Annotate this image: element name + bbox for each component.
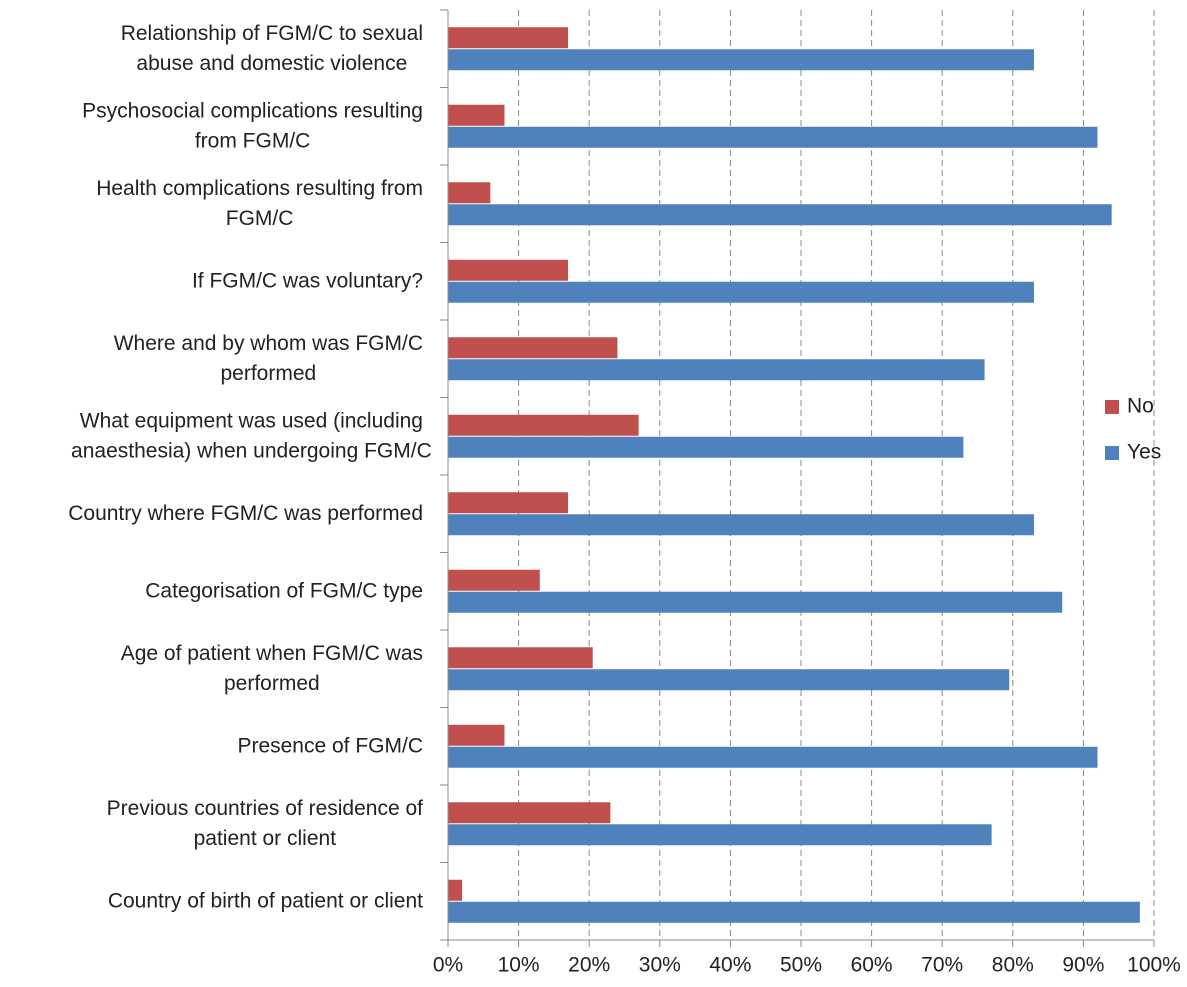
bar — [448, 492, 569, 514]
y-tick-label: Where and by whom was FGM/C performed — [114, 331, 423, 384]
x-tick-label: 90% — [1062, 954, 1104, 977]
bar — [448, 569, 540, 591]
bar — [448, 669, 1010, 691]
y-tick-label: Age of patient when FGM/C was performed — [121, 641, 423, 694]
bar — [448, 414, 639, 436]
x-tick-label: 30% — [639, 954, 681, 977]
bar — [448, 824, 992, 846]
x-tick-label: 0% — [433, 954, 463, 977]
bar — [448, 204, 1112, 226]
bar — [448, 27, 569, 49]
y-tick-label: Categorisation of FGM/C type — [145, 579, 423, 602]
y-tick-label: Country where FGM/C was performed — [68, 501, 423, 524]
y-tick-label: What equipment was used (including anaest… — [71, 409, 432, 462]
bar — [448, 49, 1034, 71]
x-tick-label: 100% — [1127, 954, 1181, 977]
bar — [448, 879, 463, 901]
bar — [448, 281, 1034, 303]
x-tick-label: 20% — [568, 954, 610, 977]
x-tick-label: 60% — [851, 954, 893, 977]
bar — [448, 259, 569, 281]
y-tick-label: If FGM/C was voluntary? — [192, 269, 423, 292]
y-tick-label: Presence of FGM/C — [237, 734, 423, 757]
x-tick-label: 10% — [498, 954, 540, 977]
bar — [448, 647, 593, 669]
x-tick-label: 70% — [921, 954, 963, 977]
bar — [448, 724, 505, 746]
legend-swatch — [1105, 400, 1119, 414]
y-tick-label: Previous countries of residence of patien… — [107, 796, 423, 849]
legend-label: Yes — [1127, 441, 1161, 464]
x-tick-label: 50% — [780, 954, 822, 977]
x-tick-label: 40% — [709, 954, 751, 977]
y-tick-label: Health complications resulting from FGM/C — [96, 176, 423, 229]
bar — [448, 591, 1063, 613]
y-tick-label: Psychosocial complications resulting from… — [82, 99, 423, 152]
bar — [448, 182, 491, 204]
y-tick-label: Relationship of FGM/C to sexual abuse and… — [121, 21, 423, 74]
bar — [448, 337, 618, 359]
bar — [448, 746, 1098, 768]
y-tick-label: Country of birth of patient or client — [108, 889, 423, 912]
legend-swatch — [1105, 446, 1119, 460]
bar — [448, 901, 1140, 923]
x-tick-label: 80% — [992, 954, 1034, 977]
bar — [448, 104, 505, 126]
bar — [448, 126, 1098, 148]
bar — [448, 436, 964, 458]
bar — [448, 514, 1034, 536]
bar — [448, 802, 611, 824]
legend-label: No — [1127, 395, 1154, 418]
bar — [448, 359, 985, 381]
